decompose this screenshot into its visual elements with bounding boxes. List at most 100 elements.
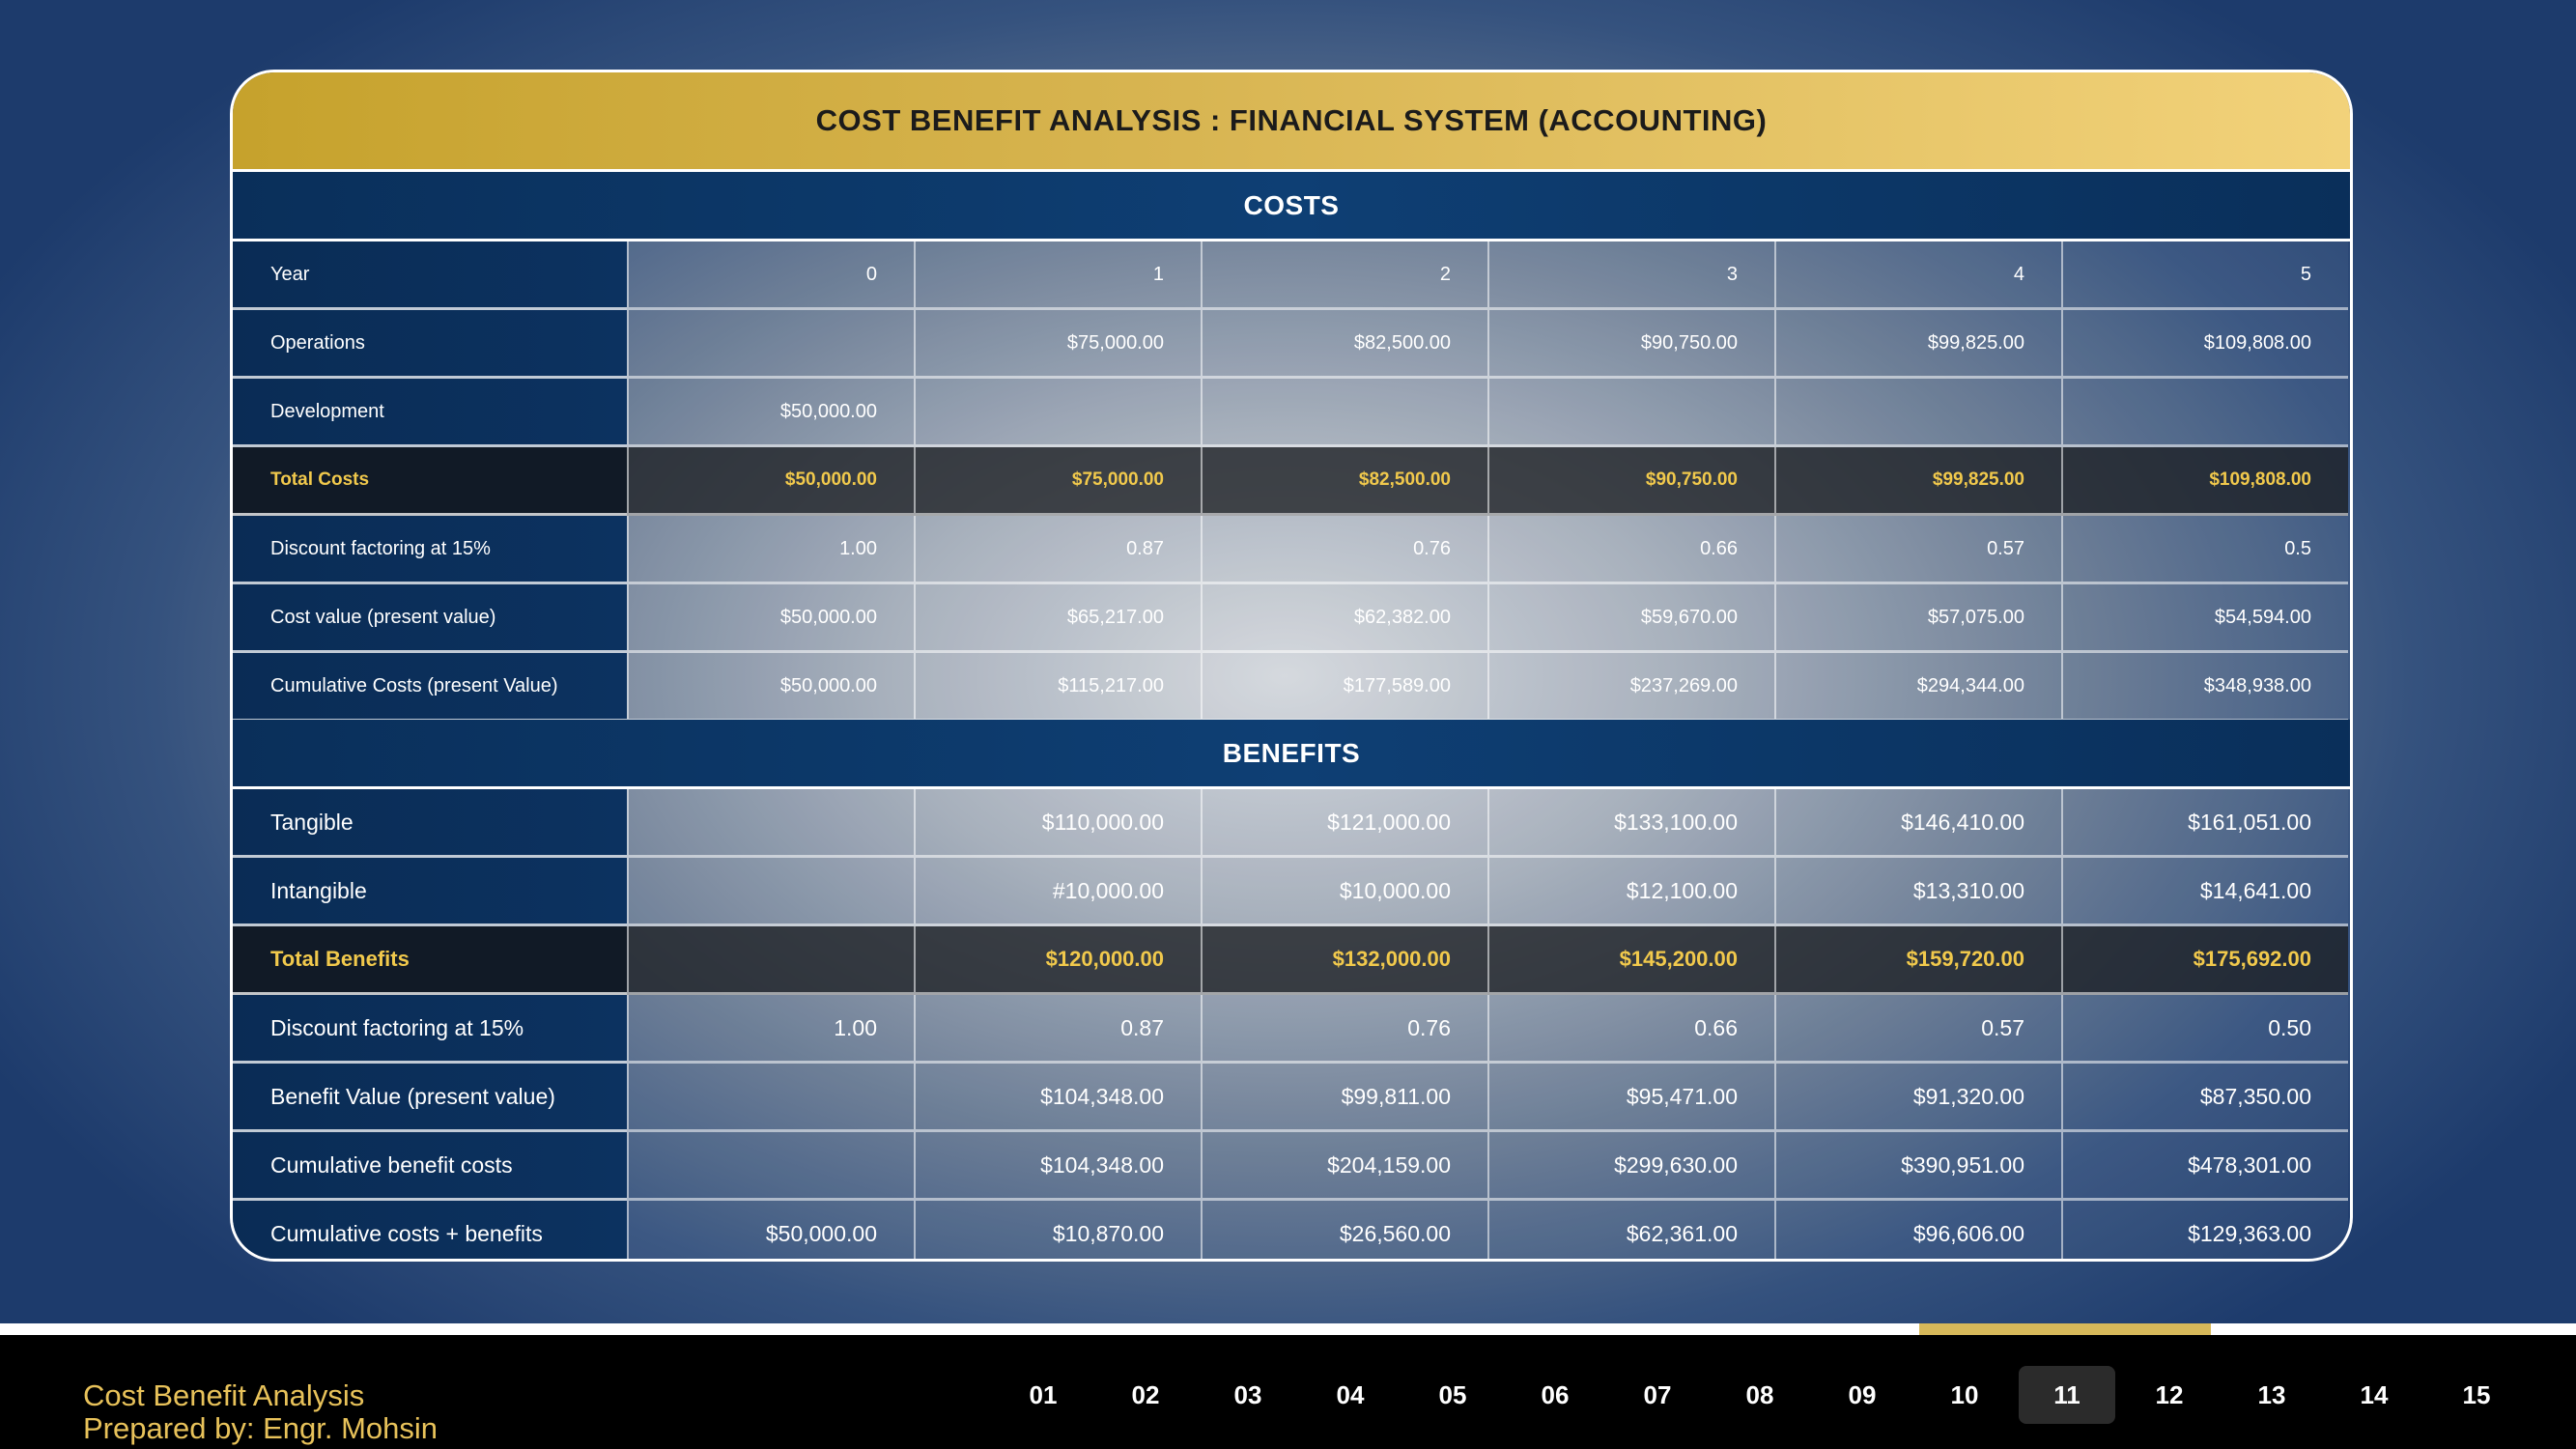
table-cell-year-3: 3 <box>1487 242 1774 310</box>
table-cell-year-4: $91,320.00 <box>1774 1064 2061 1132</box>
row-label: Intangible <box>233 858 627 926</box>
table-cell-year-0: 1.00 <box>627 995 914 1064</box>
table-cell-year-3: $90,750.00 <box>1487 447 1774 516</box>
page-link-01[interactable]: 01 <box>1029 1379 1058 1409</box>
row-label: Cost value (present value) <box>233 584 627 653</box>
table-cell-year-5: 0.50 <box>2061 995 2348 1064</box>
table-cell-year-0 <box>627 1132 914 1201</box>
table-cell-year-4: $294,344.00 <box>1774 653 2061 722</box>
table-row: Benefit Value (present value) $104,348.00… <box>233 1064 2350 1132</box>
table-cell-year-4: $57,075.00 <box>1774 584 2061 653</box>
table-row: Intangible #10,000.00 $10,000.00 $12,100.00… <box>233 858 2350 926</box>
table-cell-year-5: $109,808.00 <box>2061 447 2348 516</box>
table-cell-year-4: 0.57 <box>1774 995 2061 1064</box>
row-label: Tangible <box>233 789 627 858</box>
table-cell-year-5: 0.5 <box>2061 516 2348 584</box>
table-cell-year-3: 0.66 <box>1487 995 1774 1064</box>
table-cell-year-4: $99,825.00 <box>1774 447 2061 516</box>
table-cell-year-2 <box>1201 379 1487 447</box>
table-cell-year-0 <box>627 310 914 379</box>
benefits-heading: BENEFITS <box>1222 737 1361 768</box>
table-cell-year-5: $109,808.00 <box>2061 310 2348 379</box>
table-cell-year-2: 0.76 <box>1201 516 1487 584</box>
page-link-15[interactable]: 15 <box>2462 1379 2491 1409</box>
table-cell-year-4 <box>1774 379 2061 447</box>
table-cell-year-5: $54,594.00 <box>2061 584 2348 653</box>
table-cell-year-0 <box>627 789 914 858</box>
row-label: Year <box>233 242 627 310</box>
page-link-05[interactable]: 05 <box>1438 1379 1467 1409</box>
table-cell-year-3 <box>1487 379 1774 447</box>
table-cell-year-0: 0 <box>627 242 914 310</box>
row-label: Total Costs <box>233 447 627 516</box>
page-link-09[interactable]: 09 <box>1848 1379 1877 1409</box>
table-cell-year-3: $237,269.00 <box>1487 653 1774 722</box>
row-label: Cumulative benefit costs <box>233 1132 627 1201</box>
table-cell-year-2: 0.76 <box>1201 995 1487 1064</box>
table-cell-year-1: $65,217.00 <box>914 584 1201 653</box>
page-link-13[interactable]: 13 <box>2257 1379 2286 1409</box>
page-link-06[interactable]: 06 <box>1541 1379 1570 1409</box>
table-row: Operations $75,000.00 $82,500.00 $90,750.00… <box>233 310 2350 379</box>
table-cell-year-3: 0.66 <box>1487 516 1774 584</box>
table-cell-year-5: $175,692.00 <box>2061 926 2348 995</box>
page-link-07[interactable]: 07 <box>1643 1379 1672 1409</box>
row-label: Total Benefits <box>233 926 627 995</box>
table-cell-year-3: $145,200.00 <box>1487 926 1774 995</box>
table-title-bar: COST BENEFIT ANALYSIS : FINANCIAL SYSTEM… <box>233 72 2350 172</box>
page-link-10[interactable]: 10 <box>1950 1379 1979 1409</box>
table-cell-year-2: $10,000.00 <box>1201 858 1487 926</box>
table-cell-year-2: $204,159.00 <box>1201 1132 1487 1201</box>
table-cell-year-5: $478,301.00 <box>2061 1132 2348 1201</box>
table-cell-year-5: $348,938.00 <box>2061 653 2348 722</box>
table-row: Discount factoring at 15% 1.00 0.87 0.76 0.6… <box>233 995 2350 1064</box>
table-row: Cumulative costs + benefits $50,000.00 $10… <box>233 1201 2350 1259</box>
table-row: Cost value (present value) $50,000.00 $65,… <box>233 584 2350 653</box>
table-cell-year-1: $104,348.00 <box>914 1064 1201 1132</box>
table-cell-year-1: 0.87 <box>914 995 1201 1064</box>
table-cell-year-1: $10,870.00 <box>914 1201 1201 1259</box>
page-link-04[interactable]: 04 <box>1336 1379 1365 1409</box>
table-cell-year-0: $50,000.00 <box>627 653 914 722</box>
page-link-12[interactable]: 12 <box>2155 1379 2184 1409</box>
page-link-02[interactable]: 02 <box>1131 1379 1160 1409</box>
table-cell-year-3: $59,670.00 <box>1487 584 1774 653</box>
row-label: Development <box>233 379 627 447</box>
page-link-08[interactable]: 08 <box>1745 1379 1774 1409</box>
row-label: Benefit Value (present value) <box>233 1064 627 1132</box>
table-row: Cumulative benefit costs $104,348.00 $204,… <box>233 1132 2350 1201</box>
page-link-03[interactable]: 03 <box>1233 1379 1262 1409</box>
table-cell-year-4: $13,310.00 <box>1774 858 2061 926</box>
table-cell-year-2: $82,500.00 <box>1201 310 1487 379</box>
table-cell-year-1: $75,000.00 <box>914 447 1201 516</box>
table-cell-year-4: $96,606.00 <box>1774 1201 2061 1259</box>
table-cell-year-0: $50,000.00 <box>627 447 914 516</box>
benefits-total-row: Total Benefits $120,000.00 $132,000.00 $145… <box>233 926 2350 995</box>
table-cell-year-3: $12,100.00 <box>1487 858 1774 926</box>
table-cell-year-0: $50,000.00 <box>627 1201 914 1259</box>
row-label: Cumulative costs + benefits <box>233 1201 627 1259</box>
costs-heading: COSTS <box>1243 189 1340 220</box>
table-cell-year-0 <box>627 926 914 995</box>
table-cell-year-0: 1.00 <box>627 516 914 584</box>
table-cell-year-2: $177,589.00 <box>1201 653 1487 722</box>
table-cell-year-1: 0.87 <box>914 516 1201 584</box>
table-cell-year-1: #10,000.00 <box>914 858 1201 926</box>
page-link-14[interactable]: 14 <box>2360 1379 2389 1409</box>
table-cell-year-4: $99,825.00 <box>1774 310 2061 379</box>
table-cell-year-1: $75,000.00 <box>914 310 1201 379</box>
table-cell-year-1: 1 <box>914 242 1201 310</box>
table-cell-year-4: $390,951.00 <box>1774 1132 2061 1201</box>
active-page-indicator <box>1919 1323 2211 1335</box>
row-label: Cumulative Costs (present Value) <box>233 653 627 722</box>
table-cell-year-3: $299,630.00 <box>1487 1132 1774 1201</box>
row-label: Operations <box>233 310 627 379</box>
table-cell-year-2: 2 <box>1201 242 1487 310</box>
table-cell-year-2: $132,000.00 <box>1201 926 1487 995</box>
page-link-11[interactable]: 11 <box>2019 1366 2115 1424</box>
table-cell-year-0: $50,000.00 <box>627 584 914 653</box>
table-cell-year-5: $87,350.00 <box>2061 1064 2348 1132</box>
table-cell-year-2: $121,000.00 <box>1201 789 1487 858</box>
cost-benefit-panel: COST BENEFIT ANALYSIS : FINANCIAL SYSTEM… <box>230 70 2353 1262</box>
table-cell-year-1: $110,000.00 <box>914 789 1201 858</box>
